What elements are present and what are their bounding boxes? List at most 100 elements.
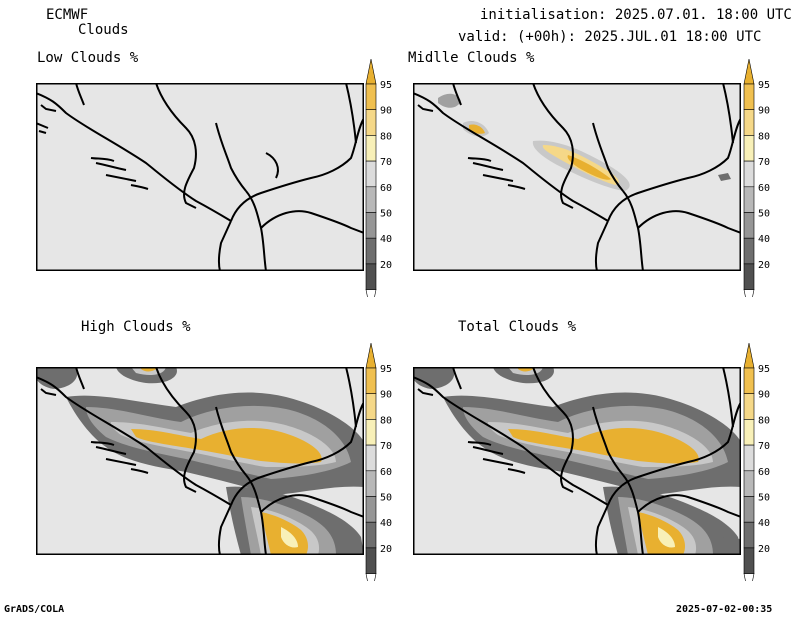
init-time: initialisation: 2025.07.01. 18:00 UTC — [480, 7, 792, 23]
colorbar-top-arrow — [365, 342, 377, 369]
colorbar-bin — [365, 470, 377, 497]
colorbar-bin — [743, 263, 755, 290]
colorbar-low: 95 90 80 70 60 50 40 20 — [365, 58, 392, 297]
panel-title-low: Low Clouds % — [37, 50, 139, 66]
colorbar-tick-label: 40 — [758, 234, 770, 245]
colorbar-tick-label: 80 — [758, 131, 770, 142]
colorbar-top-arrow — [743, 58, 755, 85]
colorbar-bin — [743, 109, 755, 136]
colorbar-tick-label: 60 — [758, 183, 770, 194]
model-label: ECMWF — [46, 7, 89, 23]
colorbar-bin — [743, 237, 755, 265]
colorbar-tick-label: 50 — [758, 209, 770, 220]
panel-title-total: Total Clouds % — [458, 319, 577, 335]
colorbar-bottom-arrow — [743, 573, 755, 581]
colorbar-bin — [365, 263, 377, 290]
country-borders — [413, 83, 741, 271]
cloud-field — [36, 367, 364, 555]
colorbar-bin — [743, 135, 755, 162]
colorbar-bin — [743, 444, 755, 472]
country-borders — [36, 367, 364, 555]
colorbar-tick-label: 50 — [380, 209, 392, 220]
footer-software: GrADS/COLA — [4, 604, 65, 615]
colorbar-tick-label: 80 — [380, 131, 392, 142]
map-frame — [36, 367, 364, 555]
colorbar-tick-label: 60 — [380, 183, 392, 194]
colorbar-bin — [743, 83, 755, 111]
colorbar-bin — [365, 160, 377, 188]
colorbar-total: 95 90 80 70 60 50 40 20 — [743, 342, 770, 581]
map-frame — [413, 367, 741, 555]
product-label: Clouds — [78, 22, 129, 38]
colorbar-tick-label: 90 — [758, 106, 770, 117]
colorbar-bottom-arrow — [743, 289, 755, 297]
colorbar-bin — [365, 496, 377, 523]
colorbar-tick-label: 95 — [380, 364, 392, 375]
cloud-field — [438, 93, 731, 191]
colorbar-tick-label: 70 — [380, 441, 392, 452]
colorbar-bottom-arrow — [365, 289, 377, 297]
colorbar-bin — [365, 186, 377, 213]
colorbar-bin — [365, 393, 377, 420]
colorbar-bottom-arrow — [365, 573, 377, 581]
colorbar-bin — [743, 419, 755, 446]
colorbar-bin — [743, 521, 755, 549]
colorbar-tick-label: 40 — [380, 518, 392, 529]
colorbar-tick-label: 60 — [380, 467, 392, 478]
colorbar-bin — [743, 496, 755, 523]
colorbar-tick-label: 50 — [380, 493, 392, 504]
colorbar-tick-label: 20 — [380, 260, 392, 271]
colorbar-tick-label: 20 — [758, 544, 770, 555]
colorbar-tick-label: 20 — [758, 260, 770, 271]
map-high-clouds — [36, 367, 364, 555]
map-background — [36, 83, 364, 271]
colorbar-middle: 95 90 80 70 60 50 40 20 — [743, 58, 770, 297]
map-background — [413, 83, 741, 271]
colorbar-bin — [743, 470, 755, 497]
colorbar-tick-label: 80 — [380, 415, 392, 426]
valid-time: valid: (+00h): 2025.JUL.01 18:00 UTC — [458, 29, 762, 45]
colorbar-bin — [365, 521, 377, 549]
colorbar-tick-label: 70 — [380, 157, 392, 168]
country-borders — [413, 367, 741, 555]
colorbar-bin — [743, 367, 755, 395]
cloud-field — [413, 367, 741, 555]
map-total-clouds — [413, 367, 741, 555]
colorbar-tick-label: 95 — [758, 364, 770, 375]
colorbar-bin — [365, 444, 377, 472]
colorbar-tick-label: 20 — [380, 544, 392, 555]
colorbar-tick-label: 95 — [758, 80, 770, 91]
colorbar-top-arrow — [365, 58, 377, 85]
colorbar-tick-label: 40 — [758, 518, 770, 529]
colorbar-bin — [365, 547, 377, 574]
colorbar-bin — [365, 83, 377, 111]
colorbar-tick-label: 95 — [380, 80, 392, 91]
colorbar-tick-label: 90 — [380, 390, 392, 401]
map-frame — [413, 83, 741, 271]
colorbar-tick-label: 70 — [758, 441, 770, 452]
colorbar-tick-label: 70 — [758, 157, 770, 168]
map-low-clouds — [36, 83, 364, 271]
colorbar-tick-label: 90 — [758, 390, 770, 401]
colorbar-top-arrow — [743, 342, 755, 369]
colorbar-bin — [743, 393, 755, 420]
colorbar-tick-label: 80 — [758, 415, 770, 426]
colorbar-bin — [365, 109, 377, 136]
footer-timestamp: 2025-07-02-00:35 — [676, 604, 773, 615]
colorbar-bin — [365, 367, 377, 395]
map-middle-clouds — [413, 83, 741, 271]
colorbar-bin — [365, 419, 377, 446]
colorbar-bin — [365, 212, 377, 239]
colorbar-bin — [743, 186, 755, 213]
colorbar-bin — [743, 212, 755, 239]
panel-title-middle: Midlle Clouds % — [408, 50, 535, 66]
colorbar-bin — [743, 160, 755, 188]
panel-title-high: High Clouds % — [81, 319, 191, 335]
country-borders — [36, 83, 364, 271]
colorbar-tick-label: 90 — [380, 106, 392, 117]
colorbar-bin — [743, 547, 755, 574]
colorbar-bin — [365, 237, 377, 265]
colorbar-tick-label: 60 — [758, 467, 770, 478]
map-frame — [36, 83, 364, 271]
colorbar-bin — [365, 135, 377, 162]
